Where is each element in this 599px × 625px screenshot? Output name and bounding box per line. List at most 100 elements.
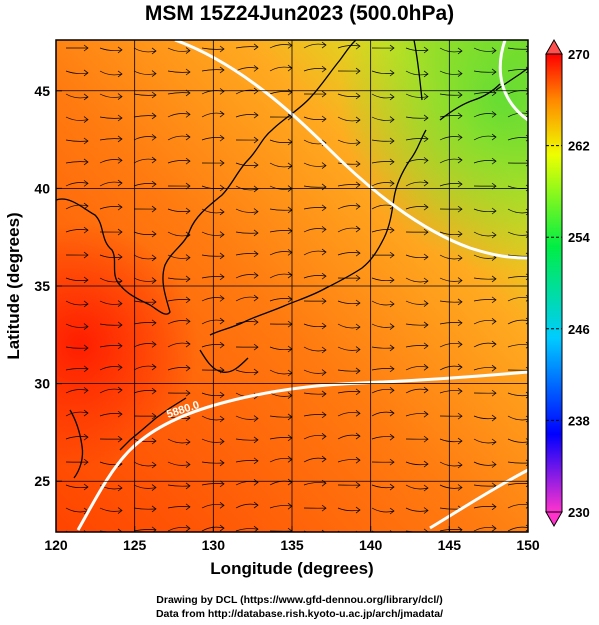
streamline — [201, 483, 225, 486]
streamline-arrow — [457, 180, 463, 188]
streamline — [167, 367, 191, 371]
streamline-arrow — [185, 157, 191, 165]
streamline — [337, 323, 361, 329]
streamline-arrow — [151, 277, 157, 284]
streamline — [439, 136, 463, 141]
streamline-arrow — [423, 253, 429, 261]
streamline — [133, 390, 157, 394]
streamline — [337, 346, 361, 351]
streamline-arrow — [491, 414, 497, 422]
streamline-arrow — [185, 364, 191, 372]
streamline — [235, 274, 259, 279]
streamline — [473, 484, 497, 487]
streamline — [337, 300, 361, 305]
streamline — [65, 93, 89, 99]
streamline-arrow — [253, 208, 259, 215]
streamline — [473, 160, 497, 164]
streamline — [269, 162, 293, 168]
streamline-arrow — [185, 111, 191, 118]
streamline-arrow — [151, 254, 157, 262]
streamline-arrow — [253, 436, 259, 444]
streamline — [65, 484, 89, 489]
streamline-arrow — [457, 319, 463, 327]
streamline-arrow — [151, 205, 157, 213]
streamline-arrow — [83, 158, 89, 166]
streamline-arrow — [185, 275, 191, 283]
streamline-arrow — [355, 139, 361, 146]
streamline — [371, 411, 395, 417]
colorbar: 230 238 246 254 262 270 — [545, 38, 590, 528]
streamline — [303, 457, 327, 463]
colorbar-tick-label: 262 — [568, 139, 590, 154]
streamline-arrow — [457, 134, 463, 141]
streamline-arrow — [423, 277, 429, 285]
streamline-arrow — [423, 93, 429, 100]
streamline — [303, 68, 327, 72]
streamline — [405, 116, 429, 119]
streamline — [201, 254, 225, 257]
streamline — [507, 504, 528, 509]
streamline-arrow — [355, 249, 361, 257]
streamline — [439, 93, 463, 96]
streamline — [371, 229, 395, 233]
credit-data: Data from http://database.rish.kyoto-u.a… — [155, 608, 444, 620]
streamline-arrow — [457, 484, 463, 491]
streamline-arrow — [253, 525, 259, 532]
streamline-arrow — [491, 438, 497, 446]
streamline — [65, 368, 89, 371]
streamline-arrow — [423, 507, 429, 514]
streamline — [99, 413, 123, 417]
streamline — [507, 526, 528, 532]
streamline-arrow — [457, 412, 463, 420]
streamline — [133, 70, 157, 75]
streamline — [235, 296, 259, 302]
streamline — [235, 503, 259, 509]
streamline — [133, 47, 157, 53]
streamline-arrow — [355, 367, 361, 375]
streamline-arrow — [321, 297, 327, 305]
streamline — [371, 277, 395, 282]
streamline — [65, 436, 89, 440]
streamline — [167, 208, 191, 212]
streamline-arrow — [117, 46, 123, 54]
streamline — [473, 320, 497, 325]
streamline — [473, 47, 497, 52]
streamline-arrow — [117, 277, 123, 285]
streamline-arrow — [355, 323, 361, 331]
streamline-arrow — [151, 70, 157, 77]
streamline-arrow — [253, 318, 259, 326]
streamline — [167, 299, 191, 302]
streamline — [473, 113, 497, 118]
streamline — [99, 277, 123, 283]
streamline-arrow — [83, 69, 89, 77]
streamline — [201, 438, 225, 443]
streamline-arrow — [83, 226, 89, 234]
streamline-arrow — [321, 204, 327, 212]
streamline-arrow — [219, 110, 225, 118]
streamline — [303, 43, 327, 49]
streamline-arrow — [355, 116, 361, 124]
streamline — [99, 116, 123, 119]
streamline-arrow — [219, 295, 225, 302]
streamline-arrow — [151, 156, 157, 164]
streamline-arrow — [321, 65, 327, 73]
streamline — [439, 158, 463, 164]
streamline — [269, 458, 293, 463]
streamline-arrow — [83, 365, 89, 373]
streamline-arrow — [491, 68, 497, 76]
streamline — [473, 92, 497, 95]
streamline — [167, 70, 191, 73]
streamline-arrow — [117, 410, 123, 418]
streamline-arrow — [491, 275, 497, 283]
streamline-arrow — [253, 185, 259, 193]
streamline — [65, 323, 89, 328]
streamline-arrow — [423, 70, 429, 78]
streamline — [303, 392, 327, 395]
streamline-arrow — [457, 363, 463, 371]
streamline — [507, 297, 528, 302]
streamline — [439, 183, 463, 187]
y-axis: 25 30 35 40 45 — [34, 83, 62, 489]
streamline — [133, 322, 157, 325]
streamline-arrow — [423, 228, 429, 236]
x-tick-label: 130 — [202, 537, 226, 553]
